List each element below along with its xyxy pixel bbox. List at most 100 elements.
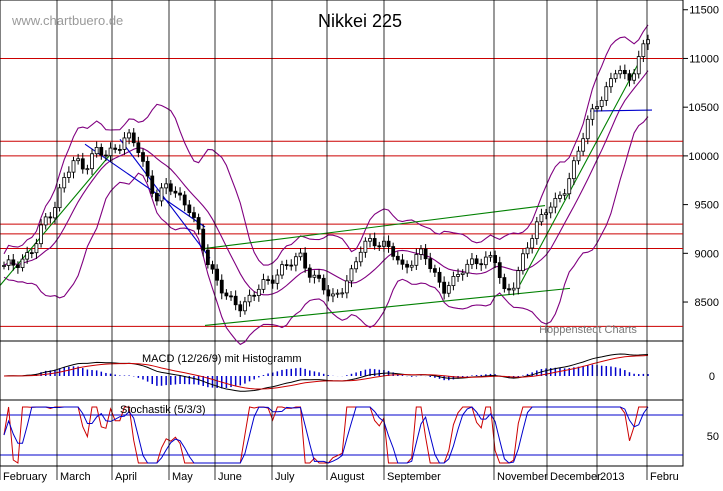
candle-body xyxy=(340,292,345,295)
trendline-green-4 xyxy=(519,60,641,285)
candle-body xyxy=(479,263,484,266)
candle xyxy=(117,144,122,155)
candle xyxy=(154,189,159,206)
candle xyxy=(474,254,479,270)
candle xyxy=(321,274,326,295)
candle-body xyxy=(400,259,405,265)
candle xyxy=(66,166,71,183)
candle-body xyxy=(377,245,382,248)
candle xyxy=(145,156,150,183)
candle-body xyxy=(187,204,192,214)
candle xyxy=(122,132,127,155)
candle xyxy=(11,254,16,271)
candle xyxy=(571,156,576,185)
candle-body xyxy=(62,177,67,189)
candle xyxy=(344,275,349,299)
candle-body xyxy=(409,264,414,268)
candle xyxy=(622,64,627,80)
candle-body xyxy=(85,168,90,171)
candle-body xyxy=(432,268,437,273)
month-label: July xyxy=(275,471,295,483)
candle-body xyxy=(511,287,516,291)
candle xyxy=(470,253,474,270)
month-label: May xyxy=(172,471,193,483)
candle-body xyxy=(215,268,220,281)
candle xyxy=(270,275,275,289)
candle-body xyxy=(43,216,48,226)
candle xyxy=(215,264,220,286)
candle xyxy=(544,208,548,220)
candle-body xyxy=(456,274,460,277)
candle-body xyxy=(395,255,400,261)
macd-tick-label: 0 xyxy=(709,371,715,383)
candle xyxy=(530,234,535,254)
candle-body xyxy=(428,258,433,270)
candle-body xyxy=(71,160,76,173)
candle xyxy=(247,289,252,307)
candle xyxy=(613,69,618,83)
candle-body xyxy=(127,132,131,139)
candle-body xyxy=(25,252,30,260)
candle-body xyxy=(423,248,428,260)
candle xyxy=(516,266,521,295)
candle-body xyxy=(641,43,646,57)
candle xyxy=(205,244,210,269)
candle xyxy=(395,251,400,265)
candle xyxy=(317,269,321,283)
candle-body xyxy=(386,240,391,247)
candle xyxy=(483,251,488,269)
candle-body xyxy=(182,194,187,206)
month-label: 2013 xyxy=(600,471,624,483)
candle-body xyxy=(636,56,641,75)
candle-body xyxy=(201,228,206,251)
candle-body xyxy=(48,216,53,219)
upper-band xyxy=(3,24,649,266)
candle-body xyxy=(618,70,623,75)
candle xyxy=(358,246,363,267)
candle-body xyxy=(613,73,618,80)
candle-body xyxy=(446,285,451,294)
candle xyxy=(349,264,354,288)
month-label: April xyxy=(115,471,137,483)
candle-body xyxy=(164,183,169,189)
candle-body xyxy=(525,247,530,255)
candle-body xyxy=(363,240,368,253)
candle-body xyxy=(11,259,16,266)
candle-body xyxy=(233,295,238,306)
candle xyxy=(488,251,493,262)
candle-body xyxy=(437,271,442,283)
candle xyxy=(525,242,530,259)
candle xyxy=(256,284,261,302)
candle-body xyxy=(548,206,553,214)
candle-body xyxy=(317,274,321,279)
candle xyxy=(576,146,581,165)
candle xyxy=(437,267,442,288)
price-tick-label: 10000 xyxy=(688,151,719,163)
candle-body xyxy=(243,301,247,312)
candle xyxy=(164,178,169,195)
candle xyxy=(53,201,57,225)
candle xyxy=(173,186,178,198)
candle xyxy=(423,244,428,265)
candle-body xyxy=(335,292,340,295)
candle-body xyxy=(293,256,298,266)
candle-body xyxy=(553,198,558,208)
candle xyxy=(113,144,118,154)
candle-body xyxy=(599,99,604,107)
candle xyxy=(609,72,613,93)
stoch-d-line xyxy=(3,406,649,464)
candle xyxy=(224,289,229,300)
candle xyxy=(43,213,48,230)
candle-body xyxy=(141,152,145,162)
candle-body xyxy=(622,70,627,75)
trendline-blue-1 xyxy=(84,143,206,228)
candle xyxy=(534,216,539,245)
candle-body xyxy=(391,246,396,257)
candle-body xyxy=(20,258,25,268)
candle xyxy=(377,241,382,252)
trendline-blue-2 xyxy=(119,138,211,259)
candle-body xyxy=(238,304,243,312)
candle-body xyxy=(530,238,535,249)
candle xyxy=(127,129,131,145)
candle xyxy=(307,264,312,283)
